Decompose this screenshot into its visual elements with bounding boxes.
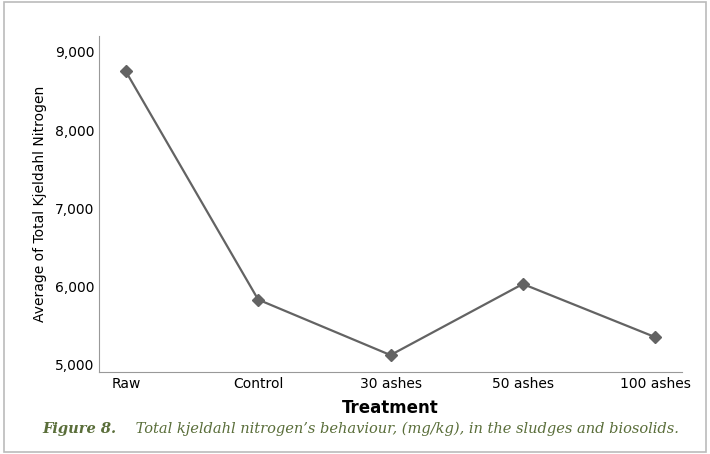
- Y-axis label: Average of Total Kjeldahl Nitrogen: Average of Total Kjeldahl Nitrogen: [33, 86, 47, 322]
- Text: Figure 8.: Figure 8.: [43, 422, 116, 436]
- Text: Total kjeldahl nitrogen’s behaviour, (mg/kg), in the sludges and biosolids.: Total kjeldahl nitrogen’s behaviour, (mg…: [131, 421, 679, 436]
- X-axis label: Treatment: Treatment: [342, 400, 439, 418]
